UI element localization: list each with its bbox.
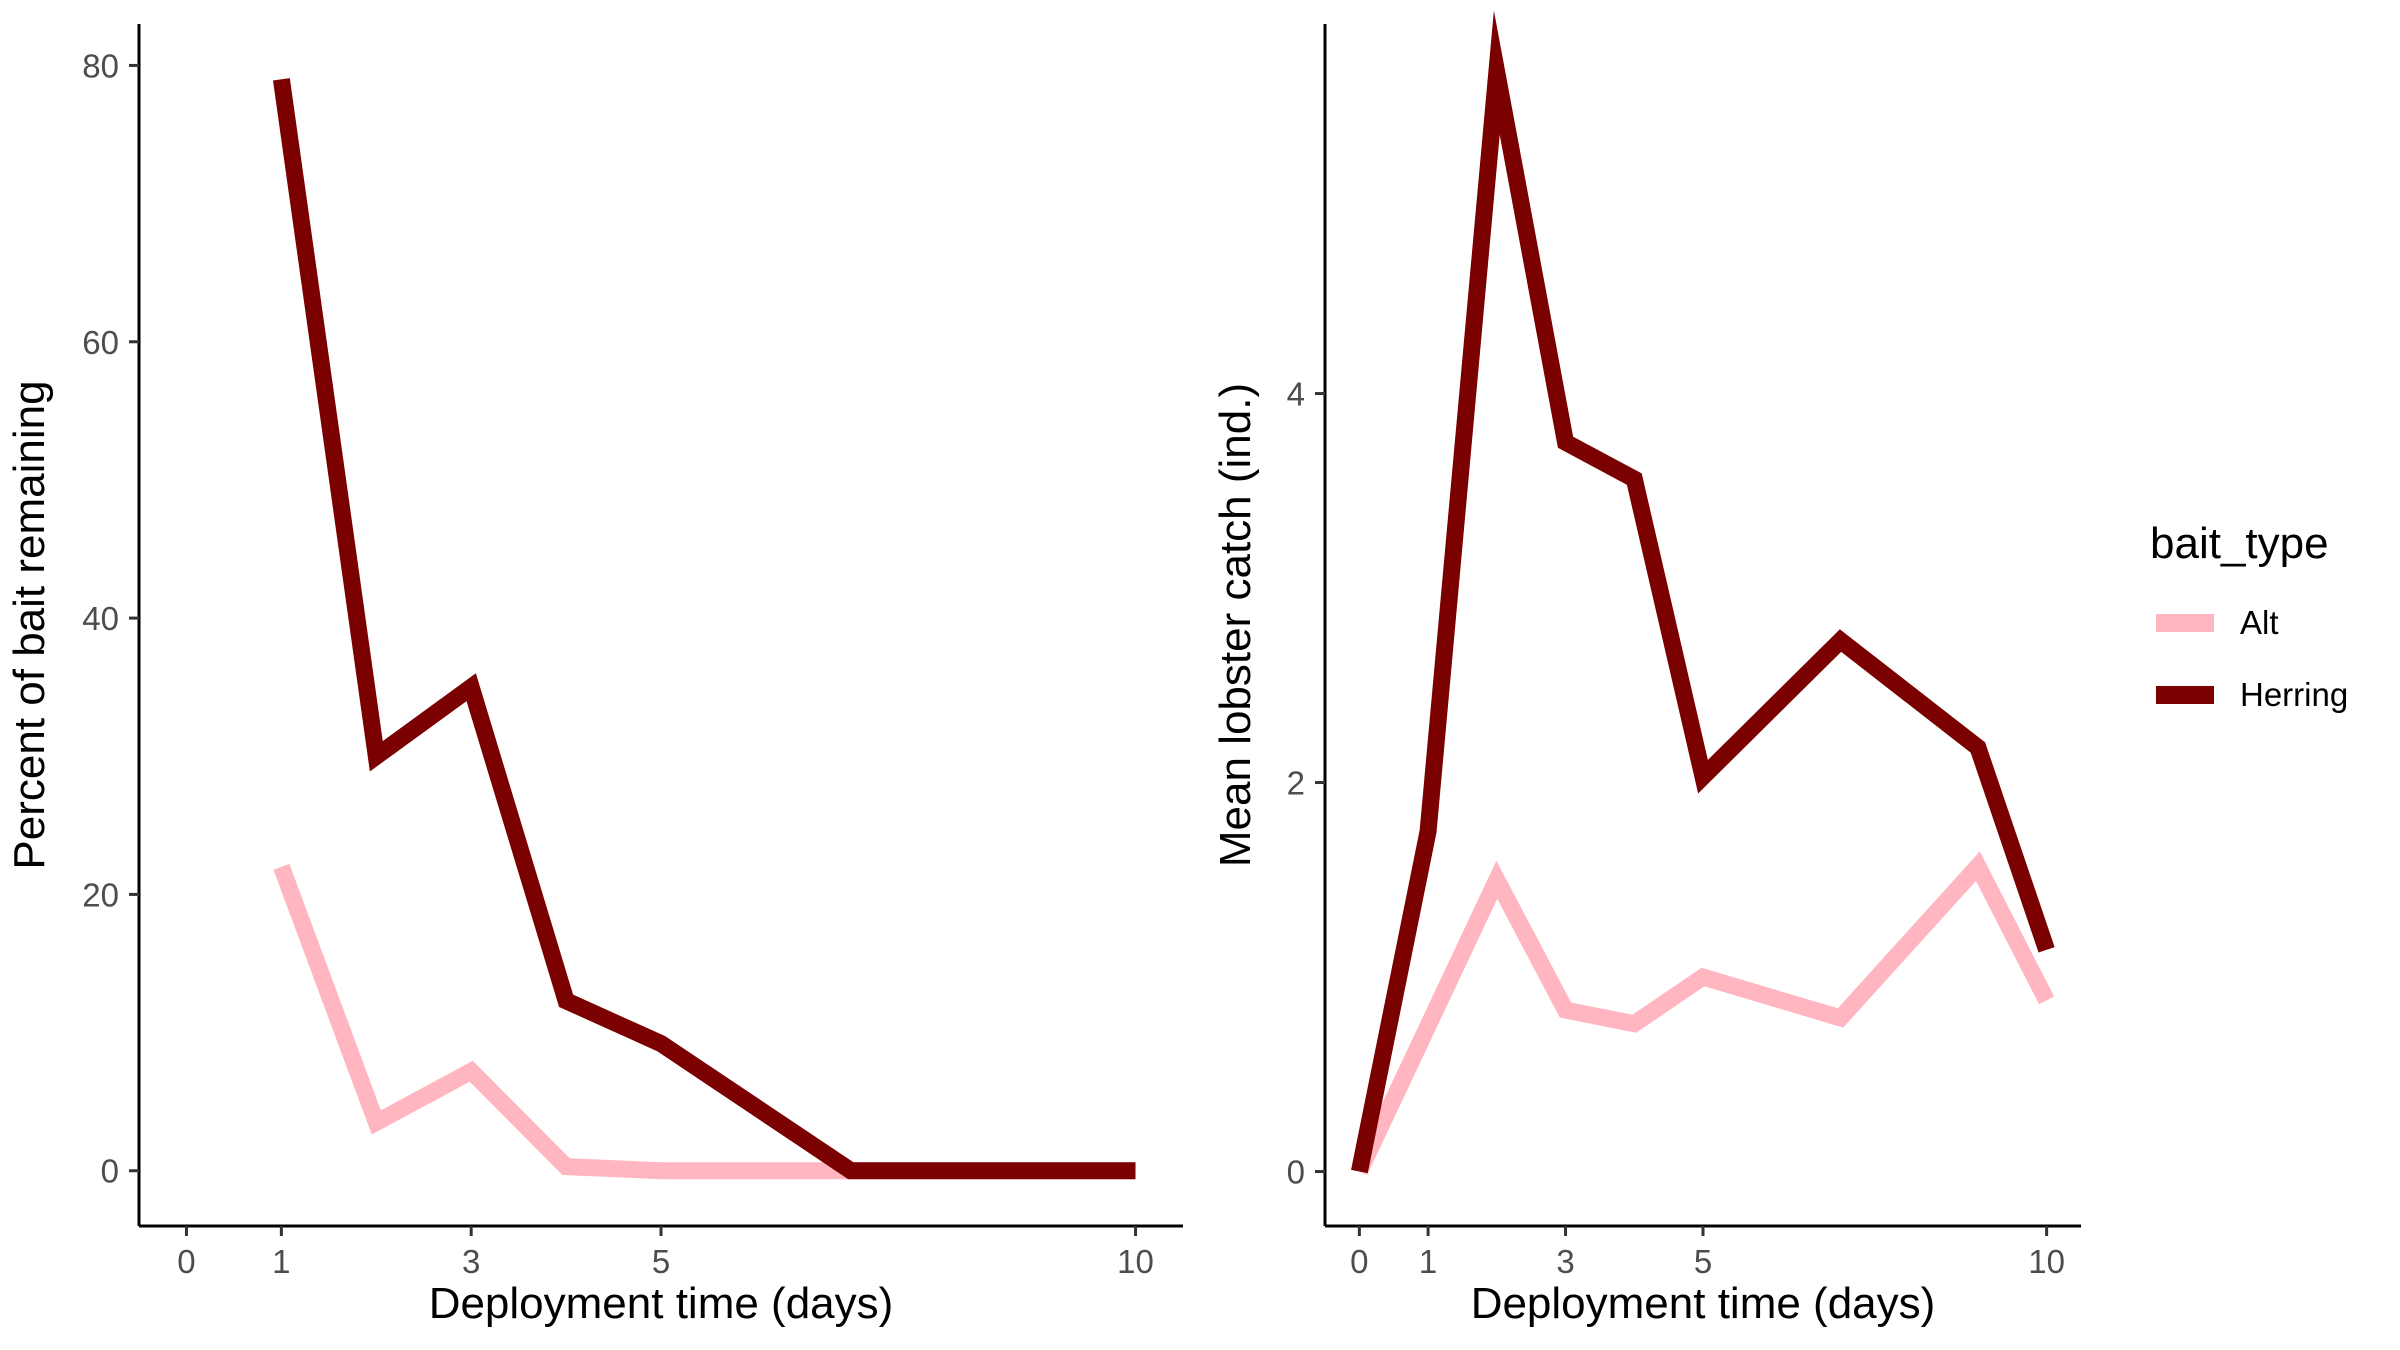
- series-line-herring: [1351, 10, 2055, 1174]
- x-tick-label: 10: [1117, 1243, 1154, 1280]
- y-tick-label: 60: [82, 324, 119, 361]
- x-tick-label: 1: [272, 1243, 290, 1280]
- legend-label-alt: Alt: [2240, 604, 2279, 641]
- series-line-herring: [272, 78, 1136, 1180]
- left-panel-percent-bait: 0 20 40 60 80 0 1 3 5 10 Deployment time (days) Per…: [5, 24, 1183, 1328]
- y-tick-label: 40: [82, 600, 119, 637]
- y-tick-label: 2: [1287, 765, 1305, 802]
- x-tick-label: 1: [1419, 1243, 1437, 1280]
- legend: bait_type Alt Herring: [2150, 519, 2348, 713]
- y-tick-label: 80: [82, 47, 119, 84]
- y-axis-title: Percent of bait remaining: [5, 380, 54, 869]
- x-tick-label: 3: [1556, 1243, 1574, 1280]
- y-tick-label: 20: [82, 876, 119, 913]
- legend-label-herring: Herring: [2240, 676, 2348, 713]
- series-line-alt: [1351, 851, 2055, 1176]
- series-line-alt: [273, 863, 1136, 1180]
- y-tick-label: 0: [1287, 1154, 1305, 1191]
- x-tick-label: 5: [652, 1243, 670, 1280]
- x-tick-label: 3: [462, 1243, 480, 1280]
- x-tick-label: 5: [1694, 1243, 1712, 1280]
- x-tick-label: 0: [177, 1243, 195, 1280]
- x-tick-label: 10: [2028, 1243, 2065, 1280]
- x-axis-title: Deployment time (days): [429, 1279, 894, 1328]
- legend-title: bait_type: [2150, 519, 2329, 568]
- right-panel-lobster-catch: 0 2 4 0 1 3 5 10 Deployment time (days) Mean lobs…: [1211, 10, 2081, 1328]
- y-tick-label: 4: [1287, 376, 1305, 413]
- x-tick-label: 0: [1350, 1243, 1368, 1280]
- y-tick-label: 0: [101, 1153, 119, 1190]
- y-axis-title: Mean lobster catch (ind.): [1211, 383, 1260, 867]
- x-axis-title: Deployment time (days): [1471, 1279, 1936, 1328]
